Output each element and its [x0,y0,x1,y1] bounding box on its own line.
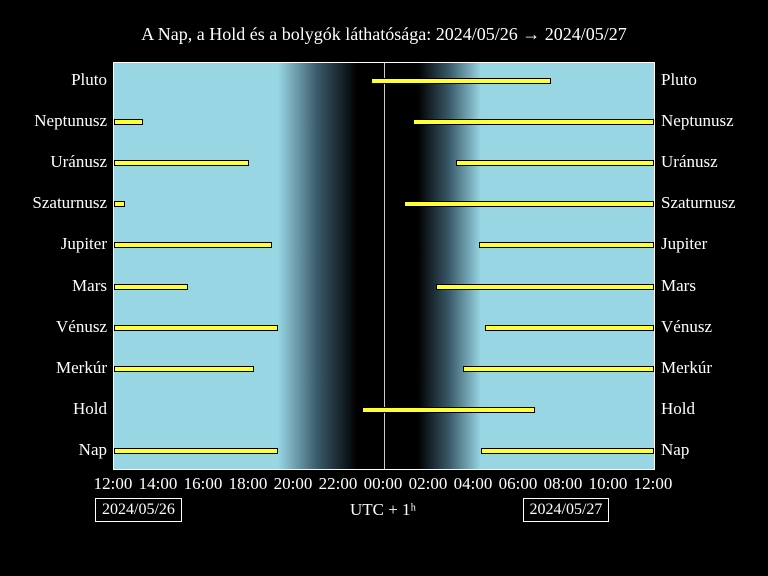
row-label: Uránusz [50,152,107,172]
row-label: Hold [73,399,107,419]
row-label: Pluto [661,70,697,90]
row-label: Jupiter [661,234,707,254]
visibility-bar [456,160,654,166]
x-tick-label: 00:00 [364,474,403,494]
row-label: Vénusz [56,317,107,337]
visibility-bar [479,242,655,248]
row-label: Neptunusz [34,111,107,131]
row-label: Mars [661,276,696,296]
chart-title: A Nap, a Hold és a bolygók láthatósága: … [0,24,768,45]
row-label: Nap [79,440,107,460]
visibility-bar [485,325,654,331]
visibility-bar [481,448,654,454]
row-label: Uránusz [661,152,718,172]
plot-area [113,62,655,470]
visibility-bar [114,119,143,125]
visibility-bar [436,284,654,290]
visibility-bar [114,366,254,372]
visibility-bar [404,201,654,207]
visibility-bar [463,366,654,372]
end-date-box: 2024/05/27 [523,498,610,522]
x-tick-label: 20:00 [274,474,313,494]
row-label: Pluto [71,70,107,90]
twilight-band-left [278,63,357,469]
visibility-bar [413,119,654,125]
x-tick-label: 12:00 [94,474,133,494]
x-tick-label: 22:00 [319,474,358,494]
row-label: Szaturnusz [32,193,107,213]
x-tick-label: 12:00 [634,474,673,494]
row-label: Vénusz [661,317,712,337]
visibility-chart: A Nap, a Hold és a bolygók láthatósága: … [0,0,768,576]
row-label: Merkúr [661,358,712,378]
x-tick-label: 14:00 [139,474,178,494]
visibility-bar [114,448,278,454]
x-tick-label: 10:00 [589,474,628,494]
visibility-bar [114,160,249,166]
x-tick-label: 16:00 [184,474,223,494]
row-label: Jupiter [61,234,107,254]
visibility-bar [114,242,272,248]
visibility-bar [371,78,551,84]
x-tick-label: 04:00 [454,474,493,494]
visibility-bar [114,201,125,207]
row-label: Mars [72,276,107,296]
start-date-box: 2024/05/26 [95,498,182,522]
row-label: Neptunusz [661,111,734,131]
x-tick-label: 02:00 [409,474,448,494]
x-tick-label: 18:00 [229,474,268,494]
visibility-bar [362,407,535,413]
row-label: Nap [661,440,689,460]
visibility-bar [114,325,278,331]
row-label: Szaturnusz [661,193,736,213]
row-label: Hold [661,399,695,419]
visibility-bar [114,284,188,290]
x-tick-label: 06:00 [499,474,538,494]
x-tick-label: 08:00 [544,474,583,494]
x-axis-title: UTC + 1ʰ [350,500,416,520]
row-label: Merkúr [56,358,107,378]
